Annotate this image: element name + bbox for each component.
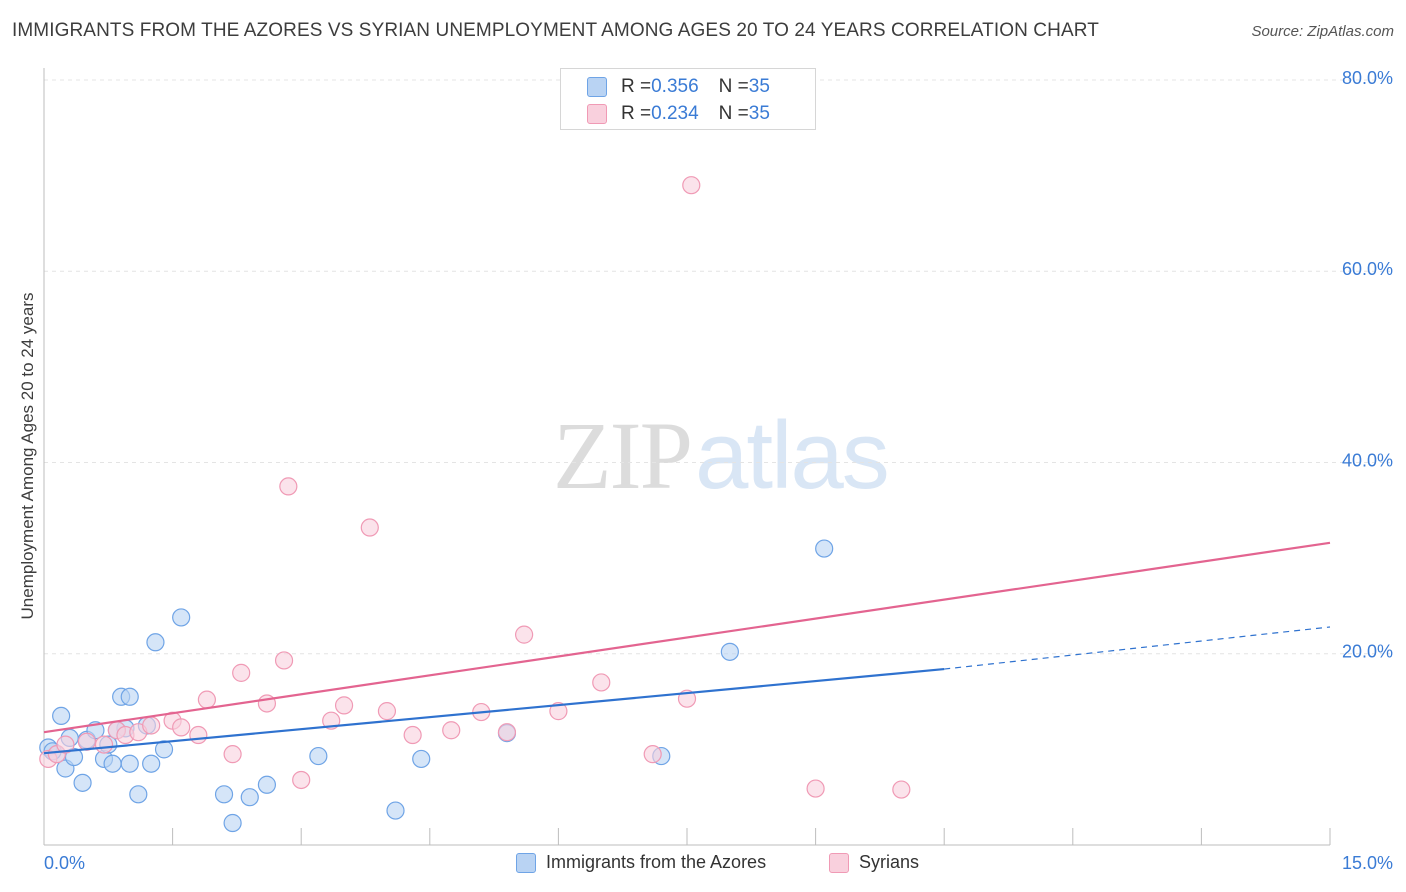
data-point-azores xyxy=(52,706,71,726)
legend-n-label: N = xyxy=(718,76,749,97)
legend-item-syrians: Syrians xyxy=(829,852,919,873)
data-point-syrians xyxy=(806,779,825,798)
y-tick-label: 20.0% xyxy=(1342,642,1393,662)
watermark-zip: ZIP xyxy=(553,402,693,509)
legend-swatch-syrians xyxy=(829,852,849,873)
data-point-syrians xyxy=(292,770,311,790)
data-point-syrians xyxy=(643,745,662,764)
y-tick-label: 80.0% xyxy=(1342,68,1393,88)
y-tick-label: 40.0% xyxy=(1342,450,1393,470)
data-point-syrians xyxy=(377,702,397,721)
data-point-azores xyxy=(815,539,834,558)
data-point-syrians xyxy=(549,702,568,721)
legend-row-azores: R = 0.356 N = 35 xyxy=(587,74,770,100)
trend-line-extension-azores xyxy=(944,626,1331,670)
legend-n-value-azores: 35 xyxy=(748,76,770,97)
data-point-syrians xyxy=(592,673,611,692)
data-point-syrians xyxy=(274,651,294,670)
legend-r-value-azores: 0.356 xyxy=(651,76,699,97)
data-point-azores xyxy=(386,801,405,820)
series-legend: Immigrants from the Azores Syrians xyxy=(0,852,1406,878)
legend-swatch-azores xyxy=(587,77,607,97)
legend-n-value-syrians: 35 xyxy=(748,103,770,124)
legend-label-syrians: Syrians xyxy=(859,852,920,872)
data-point-azores xyxy=(240,788,259,807)
data-point-syrians xyxy=(515,625,534,644)
x-tick-label: 0.0% xyxy=(44,853,85,873)
data-point-azores xyxy=(223,813,242,833)
legend-r-label: R = xyxy=(621,103,652,124)
y-tick-label: 60.0% xyxy=(1342,259,1393,279)
data-point-azores xyxy=(172,608,191,627)
data-point-syrians xyxy=(94,735,114,754)
data-point-azores xyxy=(103,754,122,773)
data-point-syrians xyxy=(142,716,161,735)
data-point-syrians xyxy=(497,723,517,742)
data-point-azores xyxy=(129,785,148,804)
watermark-atlas: atlas xyxy=(695,402,890,509)
data-point-syrians xyxy=(892,780,911,799)
data-point-azores xyxy=(309,746,328,766)
trend-line-azores xyxy=(43,667,945,755)
legend-row-syrians: R = 0.234 N = 35 xyxy=(587,101,770,127)
data-point-syrians xyxy=(360,518,379,537)
data-point-syrians xyxy=(334,696,354,715)
data-point-syrians xyxy=(442,721,461,740)
data-point-syrians xyxy=(56,735,75,754)
data-point-syrians xyxy=(279,477,298,496)
chart-title: IMMIGRANTS FROM THE AZORES VS SYRIAN UNE… xyxy=(12,20,1099,41)
data-point-syrians xyxy=(197,690,216,709)
data-point-syrians xyxy=(232,663,251,682)
data-point-syrians xyxy=(172,718,191,737)
x-tick-label: 15.0% xyxy=(1342,853,1393,873)
data-point-azores xyxy=(64,747,84,767)
legend-item-azores: Immigrants from the Azores xyxy=(516,852,766,873)
legend-n-label: N = xyxy=(718,103,749,124)
data-point-azores xyxy=(120,754,139,773)
data-point-syrians xyxy=(682,176,701,195)
data-point-azores xyxy=(412,749,431,769)
legend-swatch-syrians xyxy=(587,104,607,124)
data-point-azores xyxy=(214,785,234,804)
legend-r-value-syrians: 0.234 xyxy=(651,103,699,124)
data-point-syrians xyxy=(189,725,208,745)
data-point-azores xyxy=(120,687,139,706)
trend-line-syrians xyxy=(43,541,1331,734)
data-point-azores xyxy=(720,642,739,661)
legend-r-label: R = xyxy=(621,76,652,97)
data-point-azores xyxy=(146,633,165,652)
data-point-syrians xyxy=(223,745,242,764)
watermark: ZIPatlas xyxy=(553,400,890,511)
data-point-syrians xyxy=(403,725,422,745)
data-point-azores xyxy=(142,754,161,773)
data-point-azores xyxy=(73,773,92,792)
legend-label-azores: Immigrants from the Azores xyxy=(546,852,767,872)
data-point-azores xyxy=(154,740,174,759)
chart-source: Source: ZipAtlas.com xyxy=(1251,23,1394,40)
legend-swatch-azores xyxy=(516,852,536,873)
correlation-legend: R = 0.356 N = 35 R = 0.234 N = 35 xyxy=(560,68,816,130)
data-point-azores xyxy=(257,775,277,794)
